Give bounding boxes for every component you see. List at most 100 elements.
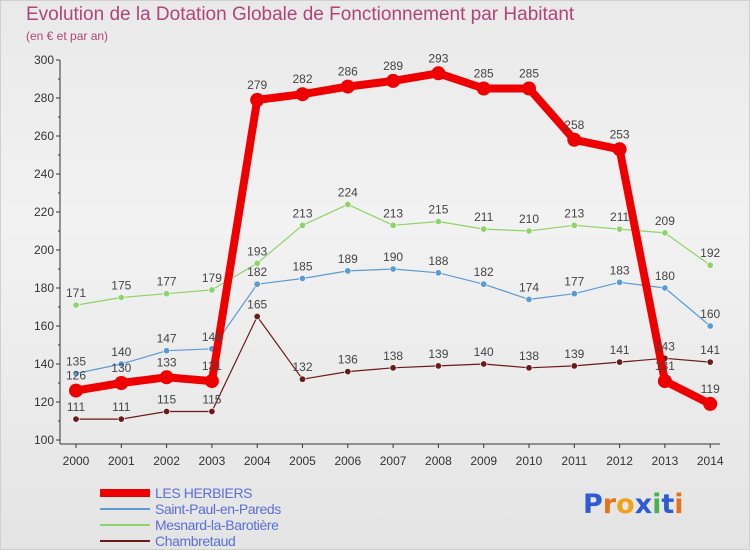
data-point — [295, 87, 310, 102]
legend-label: Saint-Paul-en-Pareds — [155, 501, 281, 517]
legend-label: LES HERBIERS — [155, 485, 253, 501]
y-tick-label: 140 — [34, 357, 54, 371]
data-point — [163, 407, 171, 415]
data-label: 182 — [247, 265, 267, 279]
data-label: 193 — [247, 244, 267, 258]
chart-axes: 100 120 140 160 180 200 220 240 260 280 300 2000 200… — [34, 53, 724, 468]
data-label: 285 — [519, 67, 539, 81]
y-tick-label: 100 — [34, 433, 54, 447]
y-tick-label: 200 — [34, 243, 54, 257]
x-tick-label: 2012 — [606, 454, 633, 468]
legend-swatch — [100, 489, 150, 497]
data-label: 253 — [610, 127, 630, 141]
data-point — [522, 81, 536, 96]
data-point — [344, 200, 352, 208]
data-point — [117, 293, 125, 301]
y-tick-label: 280 — [34, 91, 54, 105]
data-point — [525, 364, 533, 372]
data-point — [344, 368, 352, 376]
data-labels-layer: 111 111 115 115 165 132 136 138 139 140 138 139 141 1… — [66, 51, 721, 414]
data-point — [386, 73, 401, 88]
proxiti-logo: Proxiti — [583, 489, 684, 520]
data-label: 188 — [428, 254, 448, 268]
y-tick-label: 180 — [34, 281, 54, 295]
data-label: 136 — [338, 353, 358, 367]
legend-swatch — [100, 524, 150, 526]
data-label: 138 — [519, 349, 539, 363]
chart-title: Evolution de la Dotation Globale de Fonc… — [26, 4, 575, 25]
data-label: 139 — [564, 347, 584, 361]
data-point — [434, 362, 442, 370]
data-label: 211 — [474, 210, 493, 224]
data-label: 213 — [383, 206, 403, 220]
data-label: 179 — [202, 271, 222, 285]
y-tick-label: 300 — [34, 53, 54, 67]
data-point — [706, 358, 714, 366]
data-point — [163, 347, 171, 355]
data-point — [163, 290, 171, 298]
data-point — [434, 269, 442, 277]
data-label: 132 — [292, 360, 312, 374]
x-tick-label: 2005 — [289, 454, 316, 468]
data-point — [159, 370, 174, 385]
x-tick-label: 2007 — [380, 454, 407, 468]
data-label: 192 — [700, 246, 720, 260]
data-label: 210 — [519, 212, 539, 226]
data-label: 148 — [202, 330, 222, 344]
data-point — [72, 301, 80, 309]
series-mesnard-la-barotiere — [72, 200, 714, 309]
legend-swatch — [100, 508, 150, 510]
data-point — [570, 221, 578, 229]
logo-letter: i — [652, 489, 662, 520]
data-label: 224 — [338, 185, 358, 199]
x-tick-label: 2003 — [199, 454, 226, 468]
legend-label: Chambretaud — [155, 533, 236, 549]
data-point — [612, 142, 627, 157]
series-les-herbiers — [69, 66, 718, 411]
x-tick-label: 2014 — [697, 454, 724, 468]
data-point — [298, 274, 306, 282]
data-label: 130 — [111, 361, 131, 375]
logo-letter: i — [674, 489, 684, 520]
x-tick-label: 2010 — [516, 454, 543, 468]
data-point — [661, 229, 669, 237]
x-tick-label: 2008 — [425, 454, 452, 468]
data-point — [117, 415, 125, 423]
data-point — [616, 358, 624, 366]
data-label: 171 — [66, 286, 86, 300]
y-tick-label: 120 — [34, 395, 54, 409]
data-point — [117, 360, 125, 368]
data-point — [476, 81, 491, 96]
x-tick-label: 2009 — [470, 454, 497, 468]
logo-letter: P — [583, 489, 603, 520]
data-label: 131 — [202, 359, 222, 373]
x-tick-label: 2001 — [108, 454, 135, 468]
data-label: 111 — [67, 400, 86, 414]
data-point — [69, 383, 83, 398]
data-label: 143 — [655, 339, 675, 353]
data-label: 209 — [655, 214, 675, 228]
series-layer — [69, 66, 718, 423]
data-point — [298, 221, 306, 229]
data-point — [706, 261, 714, 269]
data-label: 160 — [700, 307, 720, 321]
data-label: 141 — [610, 343, 630, 357]
data-label: 185 — [292, 260, 312, 274]
data-label: 258 — [564, 118, 584, 132]
data-point — [204, 374, 219, 389]
data-label: 119 — [701, 382, 720, 396]
data-point — [208, 286, 216, 294]
data-label: 141 — [700, 343, 720, 357]
data-label: 131 — [655, 359, 675, 373]
data-label: 126 — [66, 369, 86, 383]
data-label: 182 — [474, 265, 494, 279]
data-label: 138 — [383, 349, 403, 363]
data-point — [616, 278, 624, 286]
data-point — [253, 312, 261, 320]
data-label: 279 — [247, 78, 267, 92]
data-label: 147 — [157, 332, 177, 346]
x-tick-label: 2011 — [561, 454, 587, 468]
data-label: 165 — [247, 298, 267, 312]
